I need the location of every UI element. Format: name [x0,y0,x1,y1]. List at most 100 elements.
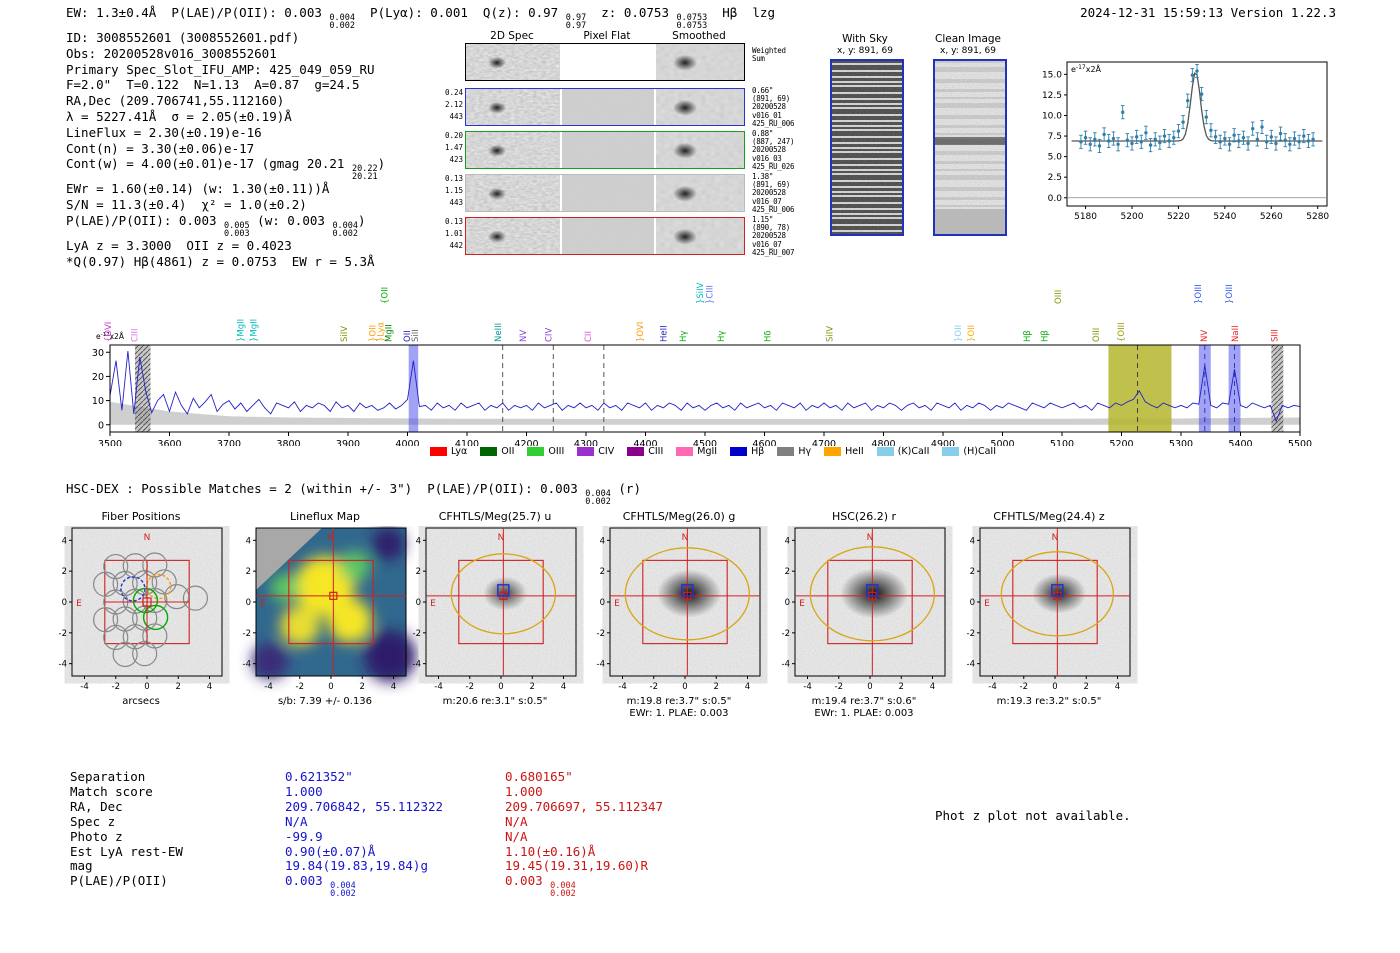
info-line: S/N = 11.3(±0.4) χ² = 1.0(±0.2) [66,197,385,213]
info-line: Primary Spec_Slot_IFU_AMP: 425_049_059_R… [66,62,385,78]
data-point [1148,143,1153,147]
y-tick-label: 0 [416,598,421,608]
header-text: z: 0.0753 [586,5,677,20]
data-point [1153,137,1157,142]
legend-label: (H)CaII [963,446,997,457]
clean-image [933,59,1007,236]
full-spectrum-svg: 3500 3600 3700 3800 3900 4000 4100 4200 4300 4400… [92,282,1312,450]
cutout-image-galaxy: -4 -4 -2 -2 0 0 2 2 4 4 N E [782,527,946,692]
y-tick-label: 0 [246,598,251,608]
ifu-footprint-box [1012,559,1098,645]
spec2d-row [465,131,745,169]
data-point [1288,142,1292,146]
weight-value: 0.20 [444,131,463,140]
info-line: ID: 3008552601 (3008552601.pdf) [66,30,385,46]
x-tick-label: 4 [391,682,396,692]
legend-swatch [527,447,545,456]
emission-line-label: Hγ [679,331,689,342]
sky-panel-subtitle: x, y: 891, 69 [837,46,893,56]
emission-line-label: }Lyα [377,322,387,342]
x-tick-label: -4 [988,682,996,692]
annotation-line: v016_01 [752,110,782,120]
emission-line-label: NV [1200,330,1210,342]
lower-value: 0.002 [330,889,356,900]
info-text: Cont(w) = 4.00(±0.01)e-17 (gmag 20.21 [66,156,352,172]
source-blob [488,144,507,157]
emission-line-label: NaII [1231,325,1241,342]
cutout-caption2: EWr: 1. PLAE: 0.003 [814,708,914,719]
spec2d-row-annotation: 0.66" (891, 69) 20200528 v016_01 425_RU_006 [752,86,794,128]
x-tick-label: 4100 [455,439,479,446]
noise-image [562,89,654,125]
compass-north-label: N [1052,533,1059,543]
legend-swatch [577,447,595,456]
match-value-catalog1: 0.621352" [285,769,505,785]
info-text: (w: 0.003 [249,212,333,228]
emission-line-label: }OIII [1225,284,1235,304]
noise-image [656,175,744,211]
info-text: S/N = 11.3(±0.4) χ² = 1.0(±0.2) [66,197,307,213]
data-point [1241,136,1246,140]
data-point [1292,136,1297,141]
x-tick-label: 2 [530,682,535,692]
y-tick-label: 0.0 [1048,194,1063,204]
fiber-circle-green [142,604,169,631]
emission-line-label: Hδ [764,330,774,342]
annotation-line: (891, 69) [752,94,790,104]
weight-value: 423 [449,155,463,164]
spec2d-pixel-flat-image [562,132,654,168]
fiber-circle [132,641,158,667]
sky-image-canvas [935,61,1005,234]
header-text: Hβ lzg [707,5,775,20]
fiber-circle [103,624,129,651]
weight-value: 442 [449,241,463,250]
spec2d-spec2d-image [466,89,560,125]
info-line: P(LAE)/P(OII): 0.003 0.005 0.003 (w: 0.00… [66,213,385,238]
match-table: Separation 0.621352" 0.680165" Match score 1… [70,769,663,900]
spec2d-spec2d-image [466,218,560,254]
data-point [1116,142,1120,146]
x-tick-label: 5260 [1260,212,1283,222]
x-tick-label: 5200 [1109,439,1133,446]
x-tick-label: 3600 [157,439,181,446]
match-value-catalog1: -99.9 [285,829,505,845]
header-summary-line: EW: 1.3±0.4Å P(LAE)/P(OII): 0.003 0.004 0… [66,5,775,30]
legend-label: MgII [697,446,718,457]
data-point [1227,142,1232,146]
y-tick-label: 2 [600,567,605,577]
match-value-catalog1: 0.90(±0.07)Å [285,844,505,860]
data-point [1223,136,1227,141]
x-tick-label: -2 [112,682,120,692]
y-tick-label: 2.5 [1048,173,1062,183]
header-timestamp: 2024-12-31 15:59:13 Version 1.22.3 [1080,5,1336,20]
y-tick-label: 0 [785,598,790,608]
data-point [1181,120,1185,124]
match-value-catalog2: 0.003 0.004 0.002 [505,873,576,898]
blue-band [1228,345,1241,432]
y-tick-label: -2 [243,629,251,639]
emission-line-label: Hβ [1041,330,1051,342]
match-value-catalog1: 1.000 [285,784,505,800]
y-tick-label: 4 [416,536,421,546]
cutout-title: HSC(26.2) r [831,510,897,523]
cutout-caption: m:19.3 re:3.2" s:0.5" [996,696,1102,707]
blue-text: 19.84(19.83,19.84)g [285,858,428,874]
legend-swatch [942,447,960,456]
spec2d-row [465,88,745,126]
sky-image-panels: With Sky x, y: 891, 69 Clean Image x, y: 89… [828,33,1018,243]
data-point [1162,134,1167,138]
legend-item: Hγ [777,446,811,457]
data-point [1306,139,1311,143]
annotation-line: 20200528 [752,102,786,112]
source-blob [657,569,722,618]
compass-east-label: E [430,599,436,609]
noise-image [832,61,902,234]
data-point [1204,115,1208,119]
legend-item: OIII [527,446,564,457]
weight-value: 0.24 [444,88,463,97]
upper-value: 20.22 [351,164,378,175]
data-point [1167,139,1171,143]
source-blob [483,576,528,611]
x-tick-label: 2 [714,682,719,692]
